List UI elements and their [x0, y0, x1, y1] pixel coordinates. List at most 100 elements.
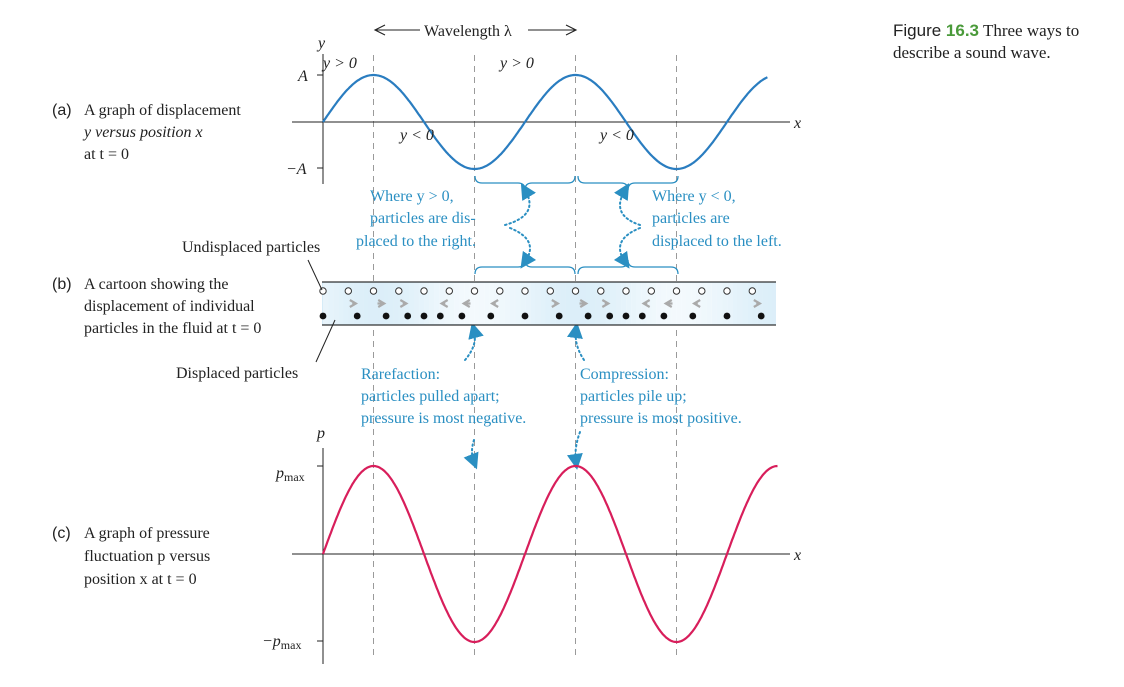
tube-shade-strip	[393, 283, 399, 324]
panel-c-desc-3: position x at t = 0	[84, 571, 197, 588]
displaced-particle	[319, 312, 327, 320]
tube-shade-strip	[449, 283, 455, 324]
panel-b: Undisplaced particles Displaced particle…	[52, 239, 778, 382]
figure-prefix: Figure	[893, 21, 946, 40]
neg-pmax-label: −pmax	[262, 633, 301, 652]
displacement-arrow	[753, 299, 763, 308]
dot-arrow-rarefaction-down	[463, 439, 479, 470]
panel-b-desc-1: A cartoon showing the	[84, 276, 228, 293]
tube-shade-strip	[545, 283, 551, 324]
tube-shade-strip	[681, 283, 687, 324]
undisplaced-particle	[672, 287, 681, 295]
tube-shading	[323, 283, 778, 324]
displaced-particle	[689, 312, 697, 320]
figure-number: 16.3	[945, 21, 980, 40]
displacement-arrow	[641, 299, 651, 308]
tube-shade-strip	[711, 283, 717, 324]
undisplaced-particle	[496, 287, 504, 295]
panel-b-desc-3: particles in the fluid at t = 0	[84, 320, 261, 337]
undisplaced-particle	[319, 287, 327, 295]
panel-b-desc-2: displacement of individual	[84, 298, 255, 315]
tube-shade-strip	[504, 283, 510, 324]
tube-shade-strip	[742, 283, 748, 324]
tube-shade-strip	[540, 283, 546, 324]
undisplaced-particle	[470, 287, 479, 295]
tube-shade-strip	[413, 283, 420, 324]
displacement-arrow	[439, 299, 449, 308]
tube-shade-strip	[363, 283, 369, 324]
displaced-particle	[521, 312, 529, 320]
dot-arrow-neg-up	[614, 183, 641, 226]
displacement-arrow	[349, 299, 359, 308]
figure-title: Three ways to describe a sound wave.	[893, 21, 1080, 62]
undisplaced-particle	[420, 287, 428, 295]
vertical-guides	[373, 55, 677, 660]
tube-shade-strip	[747, 283, 753, 324]
tube-shade-strip	[550, 283, 556, 324]
tube-shade-strip	[671, 283, 677, 324]
displaced-particle	[353, 312, 361, 320]
compression-line-2: particles pile up;	[580, 388, 687, 405]
panel-a-y-axis-label: y	[316, 35, 326, 52]
tube-shade-strip	[535, 283, 541, 324]
panel-c-tag: (c)	[52, 525, 71, 542]
tube-shade-strip	[737, 283, 743, 324]
dot-arrow-compression-up	[567, 322, 585, 361]
figure-caption: Figure 16.3 Three ways to describe a sou…	[893, 20, 1118, 64]
displacement-arrow	[691, 299, 701, 308]
tube-shade-strip	[479, 283, 485, 324]
wavelength-arrowhead-right	[565, 24, 578, 36]
tube-shade-strip	[621, 283, 627, 324]
where-pos-line-2: particles are dis-	[370, 210, 476, 227]
displacement-arrow	[601, 299, 611, 308]
tube-shade-strip	[610, 283, 616, 324]
tube-shade-strip	[656, 283, 662, 324]
tube-shade-strip	[615, 283, 622, 324]
panel-c-desc-1: A graph of pressure	[84, 525, 210, 542]
tube-shade-strip	[722, 283, 728, 324]
undisplaced-particle	[748, 287, 756, 295]
panel-a-tag: (a)	[52, 102, 72, 119]
tube-shade-strip	[636, 283, 642, 324]
displacement-arrow	[551, 299, 561, 308]
where-neg-line-1: Where y < 0,	[652, 188, 736, 205]
wavelength-label: Wavelength λ	[424, 23, 512, 40]
brace-positive-top	[474, 175, 576, 191]
dot-arrow-rarefaction-up	[464, 322, 484, 361]
undisplaced-particle	[647, 287, 655, 295]
tube-shade-strip	[429, 283, 435, 324]
tube-shade-strip	[575, 283, 581, 324]
tube-shade-strip	[520, 283, 526, 324]
undisplaced-particle	[597, 287, 605, 295]
pressure-curve	[321, 464, 778, 644]
dot-arrow-pos-up	[504, 183, 536, 226]
dot-arrow-pos-down	[509, 227, 537, 269]
where-neg-line-3: displaced to the left.	[652, 233, 782, 250]
tube-shade-strip	[590, 283, 596, 324]
panel-c-y-axis-label: p	[316, 425, 325, 442]
tube-shade-strip	[626, 283, 632, 324]
tube-shade-strip	[732, 283, 738, 324]
callouts: Where y > 0, particles are dis- placed t…	[356, 183, 782, 470]
tube-shade-strip	[525, 283, 531, 324]
tube-shade-strip	[358, 283, 364, 324]
displacement-arrow	[461, 299, 471, 308]
tube-shade-strip	[373, 283, 379, 324]
displaced-particle	[487, 312, 495, 320]
displacement-curve	[322, 73, 768, 171]
where-pos-line-3: placed to the right.	[356, 233, 476, 250]
tube-shade-strip	[716, 283, 723, 324]
where-pos-line-1: Where y > 0,	[370, 188, 454, 205]
tube-shade-strip	[600, 283, 606, 324]
panel-a-desc-2: y versus position x	[82, 124, 203, 141]
tube-shade-strip	[565, 283, 571, 324]
displaced-particle	[757, 312, 765, 320]
displaced-particle	[382, 312, 390, 320]
amplitude-pos-label: A	[297, 68, 308, 85]
tube-shade-strip	[338, 283, 344, 324]
tube-shade-strip	[767, 283, 773, 324]
panel-c: p x pmax −pmax (c) A graph of pressure f…	[52, 425, 801, 664]
displacement-arrow	[489, 299, 499, 308]
brace-negative-bottom	[577, 259, 679, 275]
